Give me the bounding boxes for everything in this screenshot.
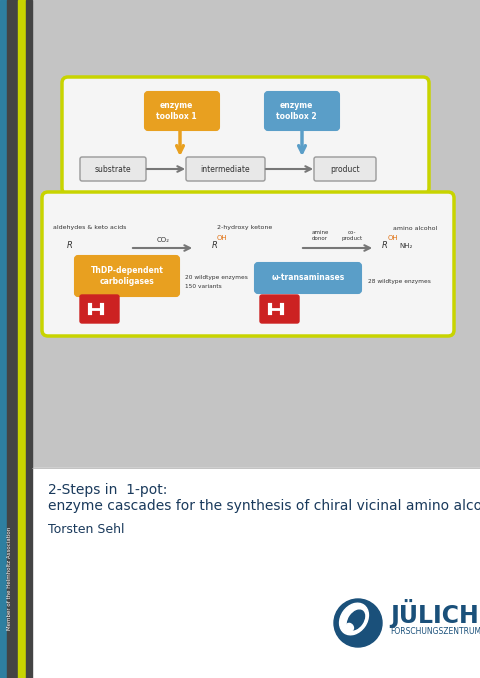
Text: co-
product: co- product (341, 231, 362, 241)
Text: OH: OH (388, 235, 398, 241)
Ellipse shape (347, 623, 353, 631)
FancyBboxPatch shape (80, 295, 119, 323)
FancyBboxPatch shape (260, 295, 299, 323)
Bar (18, 0, 26, 678)
Text: R: R (67, 241, 73, 250)
FancyBboxPatch shape (42, 192, 454, 336)
Text: NH₂: NH₂ (399, 243, 413, 249)
Text: product: product (330, 165, 360, 174)
Text: substrate: substrate (95, 165, 132, 174)
Text: intermediate: intermediate (200, 165, 250, 174)
Text: amino alcohol: amino alcohol (393, 226, 437, 231)
FancyBboxPatch shape (62, 77, 429, 194)
Text: aldehydes & keto acids: aldehydes & keto acids (53, 226, 127, 231)
FancyBboxPatch shape (186, 157, 265, 181)
Text: JÜLICH: JÜLICH (390, 599, 479, 629)
FancyBboxPatch shape (145, 92, 219, 130)
Bar (26, 0, 32, 678)
Text: FORSCHUNGSZENTRUM: FORSCHUNGSZENTRUM (390, 626, 480, 635)
Text: enzyme
toolbox 1: enzyme toolbox 1 (156, 101, 196, 121)
FancyBboxPatch shape (75, 256, 179, 296)
Text: amine
donor: amine donor (312, 231, 329, 241)
Circle shape (334, 599, 382, 647)
Text: R: R (382, 241, 388, 250)
Ellipse shape (348, 610, 364, 630)
Text: 28 wildtype enzymes: 28 wildtype enzymes (368, 279, 431, 285)
Text: 150 variants: 150 variants (185, 283, 222, 289)
Text: OH: OH (216, 235, 228, 241)
FancyBboxPatch shape (255, 263, 361, 293)
Bar (32, 468, 480, 678)
Text: Member of the Helmholtz Association: Member of the Helmholtz Association (8, 526, 12, 630)
Bar (7, 0, 18, 678)
Text: ThDP-dependent
carboligases: ThDP-dependent carboligases (91, 266, 163, 285)
Text: R: R (212, 241, 218, 250)
Text: Torsten Sehl: Torsten Sehl (48, 523, 124, 536)
Text: CO₂: CO₂ (156, 237, 169, 243)
Bar (0, 0, 7, 678)
FancyBboxPatch shape (80, 157, 146, 181)
Text: 2-Steps in  1-pot:: 2-Steps in 1-pot: (48, 483, 168, 497)
FancyBboxPatch shape (314, 157, 376, 181)
FancyBboxPatch shape (265, 92, 339, 130)
Text: enzyme
toolbox 2: enzyme toolbox 2 (276, 101, 316, 121)
Text: ω-transaminases: ω-transaminases (271, 273, 345, 283)
Text: enzyme cascades for the synthesis of chiral vicinal amino alcohols: enzyme cascades for the synthesis of chi… (48, 499, 480, 513)
Text: 20 wildtype enzymes: 20 wildtype enzymes (185, 275, 248, 281)
Text: 2-hydroxy ketone: 2-hydroxy ketone (217, 226, 273, 231)
Ellipse shape (339, 603, 369, 635)
